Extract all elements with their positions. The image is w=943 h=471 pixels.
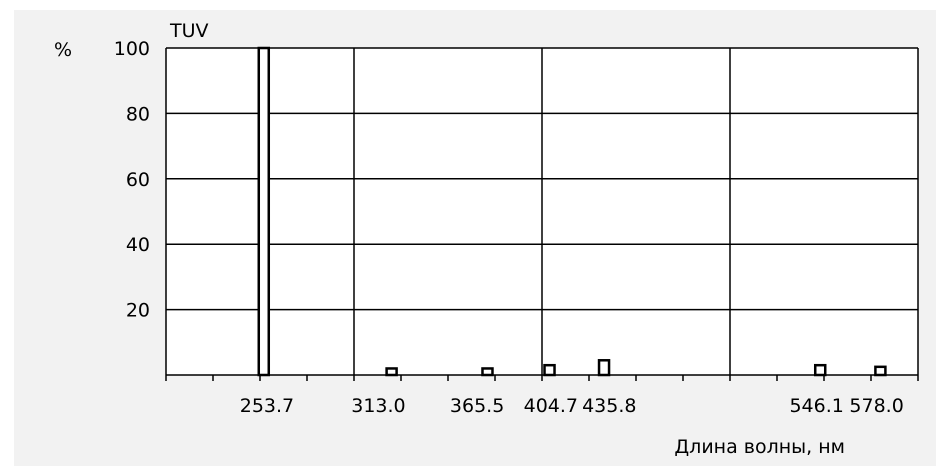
bar (597, 359, 611, 377)
y-tick-label: 20 (126, 300, 150, 322)
y-tick-label: 60 (126, 169, 150, 191)
grid-lines (166, 48, 918, 375)
bar (874, 365, 887, 377)
y-tick-label: 40 (126, 234, 150, 256)
x-axis-label: Длина волны, нм (674, 436, 845, 458)
x-tick-label: 435.8 (582, 395, 636, 417)
x-tick-label: 546.1 (789, 395, 843, 417)
y-axis-label: % (54, 39, 72, 61)
chart-panel: 20 40 60 80 100 253.7 313.0 365.5 404.7 435.8 546… (14, 10, 936, 466)
x-axis-ticks (165, 375, 919, 381)
spectrum-chart: 20 40 60 80 100 253.7 313.0 365.5 404.7 435.8 546… (54, 20, 919, 458)
bar (813, 363, 827, 377)
y-tick-labels: 20 40 60 80 100 (114, 38, 150, 322)
x-tick-label: 313.0 (351, 395, 405, 417)
y-tick-label: 100 (114, 38, 150, 60)
bar (543, 363, 556, 377)
y-tick-label: 80 (126, 103, 150, 125)
x-tick-labels: 253.7 313.0 365.5 404.7 435.8 546.1 578.0 (240, 395, 904, 417)
x-tick-label: 578.0 (849, 395, 903, 417)
x-tick-label: 404.7 (524, 395, 578, 417)
bars-group (257, 46, 887, 377)
bar (257, 46, 271, 377)
x-tick-label: 365.5 (450, 395, 504, 417)
x-tick-label: 253.7 (240, 395, 294, 417)
bar (481, 367, 494, 377)
bar (385, 367, 398, 377)
chart-title: TUV (169, 20, 209, 42)
